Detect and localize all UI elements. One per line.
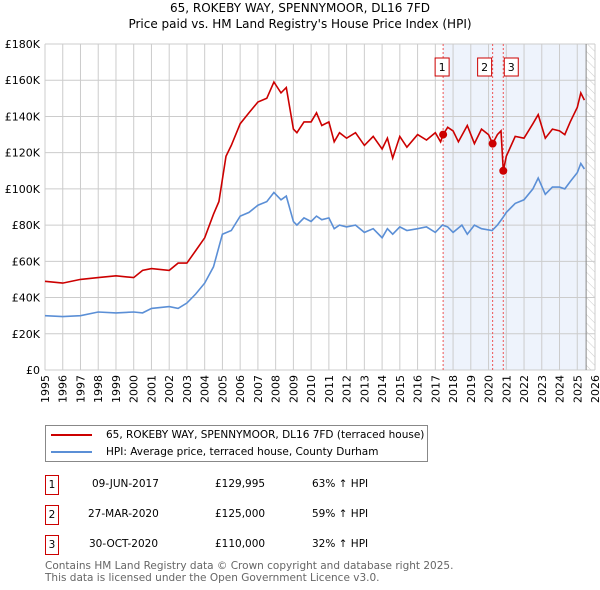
sale-marker-box bbox=[477, 57, 493, 77]
x-tick-label: 2014 bbox=[376, 375, 389, 403]
chart-subtitle: Price paid vs. HM Land Registry's House … bbox=[128, 17, 471, 31]
x-tick-label: 1998 bbox=[92, 375, 105, 403]
y-tick-label: £160K bbox=[5, 74, 41, 87]
legend-swatch-red bbox=[51, 434, 92, 436]
sale-hpi: 59% ↑ HPI bbox=[312, 508, 369, 520]
x-tick-label: 2001 bbox=[145, 375, 158, 403]
x-tick-label: 2026 bbox=[589, 375, 600, 403]
x-tick-label: 2005 bbox=[216, 375, 229, 403]
shaded-region bbox=[443, 44, 587, 370]
y-tick-label: £80K bbox=[12, 219, 41, 232]
series-line bbox=[44, 161, 586, 318]
x-tick-label: 2006 bbox=[234, 375, 247, 403]
y-tick-label: £20K bbox=[12, 328, 41, 341]
y-tick-label: £40K bbox=[12, 292, 41, 305]
x-tick-label: 2008 bbox=[270, 375, 283, 403]
x-tick-label: 2000 bbox=[128, 375, 141, 403]
x-tick-label: 2021 bbox=[500, 375, 513, 403]
sale-date: 09-JUN-2017 bbox=[92, 478, 159, 490]
sale-marker-label: 3 bbox=[45, 535, 59, 555]
x-tick-label: 2003 bbox=[181, 375, 194, 403]
legend-item-property: 65, ROKEBY WAY, SPENNYMOOR, DL16 7FD (te… bbox=[51, 427, 424, 443]
legend-item-hpi: HPI: Average price, terraced house, Coun… bbox=[51, 444, 378, 460]
x-tick-label: 1999 bbox=[110, 375, 123, 403]
price-chart: 65, ROKEBY WAY, SPENNYMOOR, DL16 7FD Pri… bbox=[5, 1, 600, 403]
y-tick-label: £60K bbox=[12, 255, 41, 268]
sale-date: 30-OCT-2020 bbox=[89, 538, 158, 550]
sale-marker-label: 1 bbox=[45, 475, 59, 495]
x-tick-label: 2025 bbox=[571, 375, 584, 403]
y-tick-label: £100K bbox=[5, 183, 41, 196]
y-tick-label: £180K bbox=[5, 38, 41, 51]
sale-price: £129,995 bbox=[215, 478, 266, 490]
x-tick-label: 2011 bbox=[323, 375, 336, 403]
sale-marker-label: 2 bbox=[481, 61, 488, 74]
sale-row: 3 30-OCT-2020 £110,000 32% ↑ HPI bbox=[45, 535, 465, 555]
x-tick-label: 2013 bbox=[358, 375, 371, 403]
x-tick-label: 2007 bbox=[252, 375, 265, 403]
hatched-region bbox=[586, 44, 595, 370]
x-tick-label: 2004 bbox=[199, 375, 212, 403]
x-tick-label: 1996 bbox=[57, 375, 70, 403]
footer-licence: This data is licensed under the Open Gov… bbox=[45, 572, 380, 584]
sale-point bbox=[439, 130, 448, 139]
sale-price: £125,000 bbox=[215, 508, 266, 520]
sale-date: 27-MAR-2020 bbox=[88, 508, 159, 520]
sale-price: £110,000 bbox=[215, 538, 266, 550]
y-tick-label: £120K bbox=[5, 147, 41, 160]
x-tick-label: 2022 bbox=[518, 375, 531, 403]
x-tick-label: 2002 bbox=[163, 375, 176, 403]
x-tick-label: 2015 bbox=[394, 375, 407, 403]
x-tick-label: 2020 bbox=[483, 375, 496, 403]
y-tick-label: £0 bbox=[26, 364, 40, 377]
chart-title: 65, ROKEBY WAY, SPENNYMOOR, DL16 7FD bbox=[170, 1, 430, 15]
x-tick-label: 2012 bbox=[341, 375, 354, 403]
sale-marker-label: 2 bbox=[45, 505, 59, 525]
x-tick-label: 2010 bbox=[305, 375, 318, 403]
x-tick-label: 2016 bbox=[412, 375, 425, 403]
legend-swatch-blue bbox=[51, 451, 92, 453]
x-tick-label: 2018 bbox=[447, 375, 460, 403]
x-tick-label: 1997 bbox=[74, 375, 87, 403]
sale-marker-box bbox=[434, 57, 450, 77]
x-tick-label: 2024 bbox=[554, 375, 567, 403]
sale-marker-box bbox=[503, 57, 519, 77]
legend-label: 65, ROKEBY WAY, SPENNYMOOR, DL16 7FD (te… bbox=[106, 429, 425, 441]
series-line bbox=[44, 80, 586, 284]
legend-label: HPI: Average price, terraced house, Coun… bbox=[106, 446, 379, 458]
sale-hpi: 63% ↑ HPI bbox=[312, 478, 369, 490]
sale-row: 2 27-MAR-2020 £125,000 59% ↑ HPI bbox=[45, 505, 465, 525]
x-tick-label: 2009 bbox=[287, 375, 300, 403]
sale-marker-label: 1 bbox=[439, 61, 446, 74]
sale-marker-label: 3 bbox=[508, 61, 515, 74]
sale-hpi: 32% ↑ HPI bbox=[312, 538, 369, 550]
footer-copyright: Contains HM Land Registry data © Crown c… bbox=[45, 560, 454, 572]
sale-row: 1 09-JUN-2017 £129,995 63% ↑ HPI bbox=[45, 475, 465, 495]
x-tick-label: 1995 bbox=[39, 375, 52, 403]
x-tick-label: 2017 bbox=[429, 375, 442, 403]
sale-point bbox=[488, 139, 497, 148]
sale-point bbox=[499, 166, 508, 175]
x-tick-label: 2023 bbox=[536, 375, 549, 403]
legend: 65, ROKEBY WAY, SPENNYMOOR, DL16 7FD (te… bbox=[45, 425, 428, 462]
y-tick-label: £140K bbox=[5, 110, 41, 123]
x-tick-label: 2019 bbox=[465, 375, 478, 403]
footer: Contains HM Land Registry data © Crown c… bbox=[45, 560, 453, 584]
